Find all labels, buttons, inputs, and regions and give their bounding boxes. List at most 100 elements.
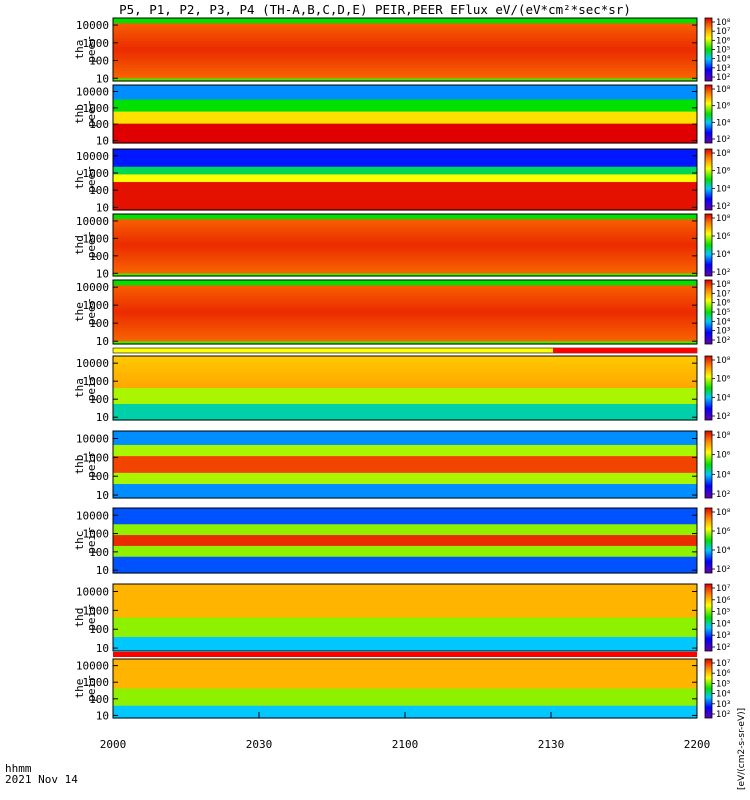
probe-label: tha: [73, 378, 86, 398]
y-tick-label: 10: [96, 201, 109, 214]
colorbar-tick-label: 10⁴: [716, 250, 731, 260]
colorbar-tick-label: 10⁶: [716, 451, 731, 461]
y-tick-label: 100: [89, 118, 109, 131]
colorbar: [704, 148, 713, 211]
colorbar-unit-label: [eV/(cm2-s-sr-eV)]: [737, 708, 747, 790]
spectrogram-thb-peir: [113, 431, 697, 499]
x-unit-label: hhmm: [5, 762, 32, 775]
y-tick-label: 10: [96, 642, 109, 655]
y-tick-label: 100: [89, 250, 109, 263]
y-tick-label: 10: [96, 564, 109, 577]
colorbar: [704, 84, 713, 144]
colorbar-tick-label: 10⁸: [716, 431, 731, 441]
panel-frame: [112, 507, 698, 574]
colorbar-tick-label: 10³: [716, 327, 730, 337]
colorbar-tick-label: 10⁶: [716, 669, 731, 679]
spectrogram-thc-peir: [113, 508, 697, 574]
y-tick-label: 1000: [83, 375, 110, 388]
panel-thc-peer: 10 100 1000 10000 thc peer 10⁸ 10⁶ 10⁴ 10²: [73, 148, 731, 214]
spectrogram-the-peir: [113, 659, 697, 719]
y-tick-label: 10000: [76, 433, 109, 446]
y-tick-label: 100: [89, 693, 109, 706]
colorbar-tick-label: 10⁸: [716, 280, 731, 290]
x-tick-label: 2200: [684, 738, 711, 751]
colorbar-tick-label: 10⁸: [716, 356, 731, 366]
colorbar-tick-label: 10²: [716, 412, 730, 422]
y-tick-label: 100: [89, 184, 109, 197]
y-tick-label: 10: [96, 335, 109, 348]
probe-label: the: [73, 302, 86, 322]
panel-frame: [112, 355, 698, 421]
y-tick-label: 10000: [76, 281, 109, 294]
colorbar-tick-label: 10⁸: [716, 18, 731, 28]
y-tick-label: 1000: [83, 604, 110, 617]
panel-frame: [112, 17, 698, 82]
y-tick-label: 10: [96, 411, 109, 424]
y-tick-label: 100: [89, 317, 109, 330]
colorbar-tick-label: 10⁸: [716, 508, 731, 518]
panel-thb-peir: 10 100 1000 10000 thb peir 10⁸ 10⁶ 10⁴ 10²: [73, 430, 731, 502]
colorbar-tick-label: 10⁸: [716, 214, 731, 224]
y-tick-label: 1000: [83, 102, 110, 115]
separator-flag: [553, 348, 697, 353]
colorbar-tick-label: 10⁶: [716, 299, 731, 309]
y-tick-label: 1000: [83, 37, 110, 50]
spectrogram-tha-peir: [113, 356, 697, 421]
colorbar: [704, 279, 713, 345]
panel-frame: [112, 430, 698, 499]
spectrogram-thd-peir: [113, 584, 697, 652]
colorbar: [704, 213, 713, 277]
panel-frame: [112, 84, 698, 144]
y-tick-label: 1000: [83, 232, 110, 245]
colorbar-tick-label: 10⁷: [716, 289, 731, 299]
instrument-label: peir: [85, 374, 98, 401]
spectrogram-thd-peer: [113, 214, 697, 277]
colorbar-tick-label: 10⁴: [716, 55, 731, 65]
colorbar: [704, 430, 713, 499]
colorbar-tick-label: 10⁶: [716, 527, 731, 537]
y-tick-label: 10000: [76, 586, 109, 599]
y-tick-label: 1000: [83, 676, 110, 689]
colorbar-tick-label: 10⁶: [716, 596, 731, 606]
y-tick-label: 10000: [76, 660, 109, 673]
y-tick-label: 100: [89, 470, 109, 483]
probe-label: thb: [73, 455, 86, 475]
colorbar-tick-label: 10⁷: [716, 659, 731, 669]
x-tick-label: 2030: [246, 738, 273, 751]
y-tick-label: 1000: [83, 451, 110, 464]
probe-label: thd: [73, 608, 86, 628]
y-tick-label: 1000: [83, 299, 110, 312]
colorbar-tick-label: 10⁵: [716, 308, 730, 318]
colorbar-tick-label: 10²: [716, 135, 730, 145]
probe-label: thc: [73, 170, 86, 190]
colorbar-tick-label: 10²: [716, 73, 730, 83]
instrument-label: peer: [85, 298, 98, 325]
date-label: 2021 Nov 14: [5, 773, 78, 786]
separator-flag: [113, 652, 697, 657]
colorbar-tick-label: 10⁴: [716, 118, 731, 128]
x-tick-label: 2130: [538, 738, 565, 751]
panel-the-peer: 10 100 1000 10000 the peer 10⁸10⁷10⁶10⁵10⁴10³1…: [73, 279, 731, 348]
colorbar-tick-label: 10²: [716, 710, 730, 720]
colorbar-tick-label: 10³: [716, 631, 730, 641]
x-tick-label: 2100: [392, 738, 419, 751]
colorbar-tick-label: 10⁴: [716, 619, 731, 629]
colorbar-tick-label: 10⁸: [716, 149, 731, 159]
y-tick-label: 10000: [76, 509, 109, 522]
instrument-label: peer: [85, 100, 98, 127]
colorbar-tick-label: 10²: [716, 643, 730, 653]
y-tick-label: 10000: [76, 150, 109, 163]
colorbar-tick-label: 10²: [716, 490, 730, 500]
colorbar-tick-label: 10⁴: [716, 184, 731, 194]
y-tick-label: 10000: [76, 19, 109, 32]
y-tick-label: 10000: [76, 357, 109, 370]
spectrogram-the-peer: [113, 280, 697, 345]
colorbar-tick-label: 10⁵: [716, 46, 730, 56]
instrument-label: peer: [85, 166, 98, 193]
instrument-label: peer: [85, 36, 98, 63]
panel-thb-peer: 10 100 1000 10000 thb peer 10⁸ 10⁶ 10⁴ 10²: [73, 84, 731, 147]
colorbar-tick-label: 10³: [716, 64, 730, 74]
